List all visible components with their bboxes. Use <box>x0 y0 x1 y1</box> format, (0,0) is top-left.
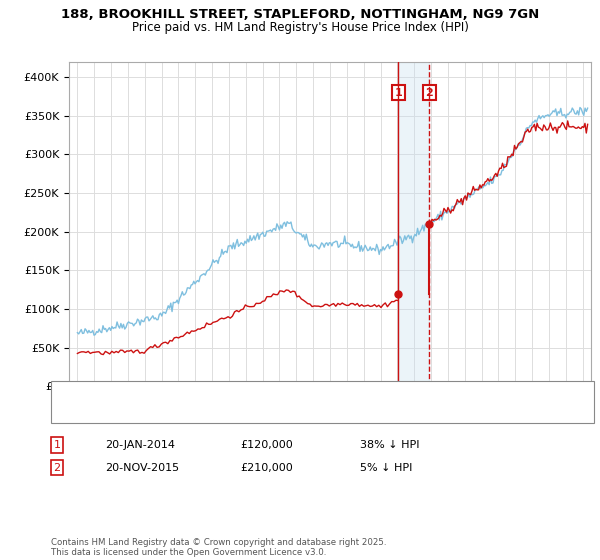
Text: Price paid vs. HM Land Registry's House Price Index (HPI): Price paid vs. HM Land Registry's House … <box>131 21 469 34</box>
Bar <box>398 62 430 386</box>
Text: 1: 1 <box>394 87 402 97</box>
Text: 188, BROOKHILL STREET, STAPLEFORD, NOTTINGHAM, NG9 7GN (detached house): 188, BROOKHILL STREET, STAPLEFORD, NOTTI… <box>96 388 526 398</box>
Text: 20-NOV-2015: 20-NOV-2015 <box>105 463 179 473</box>
Text: 5% ↓ HPI: 5% ↓ HPI <box>360 463 412 473</box>
Text: £120,000: £120,000 <box>240 440 293 450</box>
Text: 1: 1 <box>53 440 61 450</box>
Text: 2: 2 <box>425 87 433 97</box>
Text: Contains HM Land Registry data © Crown copyright and database right 2025.
This d: Contains HM Land Registry data © Crown c… <box>51 538 386 557</box>
Text: £210,000: £210,000 <box>240 463 293 473</box>
Text: 38% ↓ HPI: 38% ↓ HPI <box>360 440 419 450</box>
Text: HPI: Average price, detached house, Broxtowe: HPI: Average price, detached house, Brox… <box>96 406 338 416</box>
Text: ——: —— <box>66 386 91 399</box>
Text: ——: —— <box>66 404 91 418</box>
Text: 2: 2 <box>53 463 61 473</box>
Text: 20-JAN-2014: 20-JAN-2014 <box>105 440 175 450</box>
Text: 188, BROOKHILL STREET, STAPLEFORD, NOTTINGHAM, NG9 7GN: 188, BROOKHILL STREET, STAPLEFORD, NOTTI… <box>61 8 539 21</box>
